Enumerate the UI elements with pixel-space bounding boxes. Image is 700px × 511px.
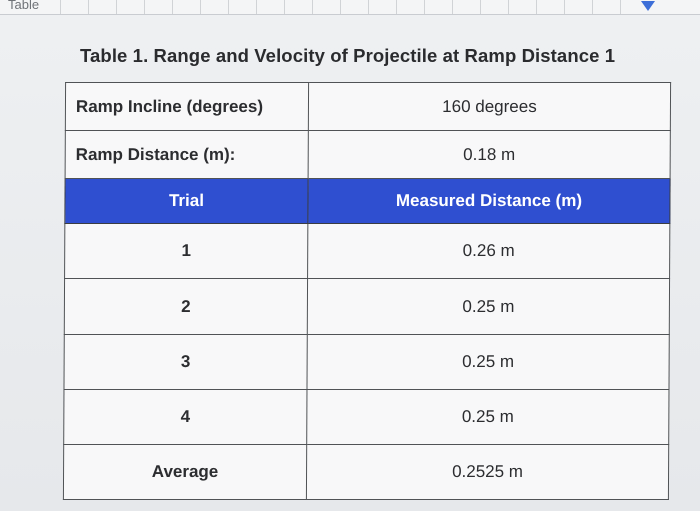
ruler-label: Table [8,0,40,12]
table-header-row: Trial Measured Distance (m) [64,178,671,224]
ramp-distance-label[interactable]: Ramp Distance (m): [65,130,309,179]
data-table-container: Ramp Incline (degrees) 160 degrees Ramp … [62,82,672,500]
average-distance-cell[interactable]: 0.2525 m [306,444,669,500]
trial-cell[interactable]: 4 [63,389,307,445]
trial-cell[interactable]: 2 [64,278,308,335]
document-ruler: Table [0,0,700,15]
document-page: Table 1. Range and Velocity of Projectil… [0,15,700,511]
table-row-average: Average 0.2525 m [63,444,669,500]
table-row-incline: Ramp Incline (degrees) 160 degrees [65,82,671,131]
average-label-cell[interactable]: Average [63,444,307,500]
incline-value[interactable]: 160 degrees [308,82,671,131]
distance-cell[interactable]: 0.25 m [306,334,670,390]
table-caption: Table 1. Range and Velocity of Projectil… [80,45,616,66]
table-row: 1 0.26 m [64,223,670,279]
distance-cell[interactable]: 0.25 m [307,278,670,335]
table-row: 4 0.25 m [63,389,669,445]
incline-label[interactable]: Ramp Incline (degrees) [65,82,309,131]
indent-marker-icon[interactable] [641,1,655,11]
table-row: 2 0.25 m [64,278,670,335]
table-row: 3 0.25 m [63,334,670,390]
data-table: Ramp Incline (degrees) 160 degrees Ramp … [62,82,672,500]
header-measured-distance[interactable]: Measured Distance (m) [307,178,671,224]
trial-cell[interactable]: 1 [64,223,308,279]
ruler-ticks [60,0,640,14]
trial-cell[interactable]: 3 [63,334,308,390]
distance-cell[interactable]: 0.26 m [307,223,670,279]
ramp-distance-value[interactable]: 0.18 m [308,130,671,179]
distance-cell[interactable]: 0.25 m [306,389,669,445]
header-trial[interactable]: Trial [64,178,309,224]
table-row-ramp-distance: Ramp Distance (m): 0.18 m [65,130,671,179]
